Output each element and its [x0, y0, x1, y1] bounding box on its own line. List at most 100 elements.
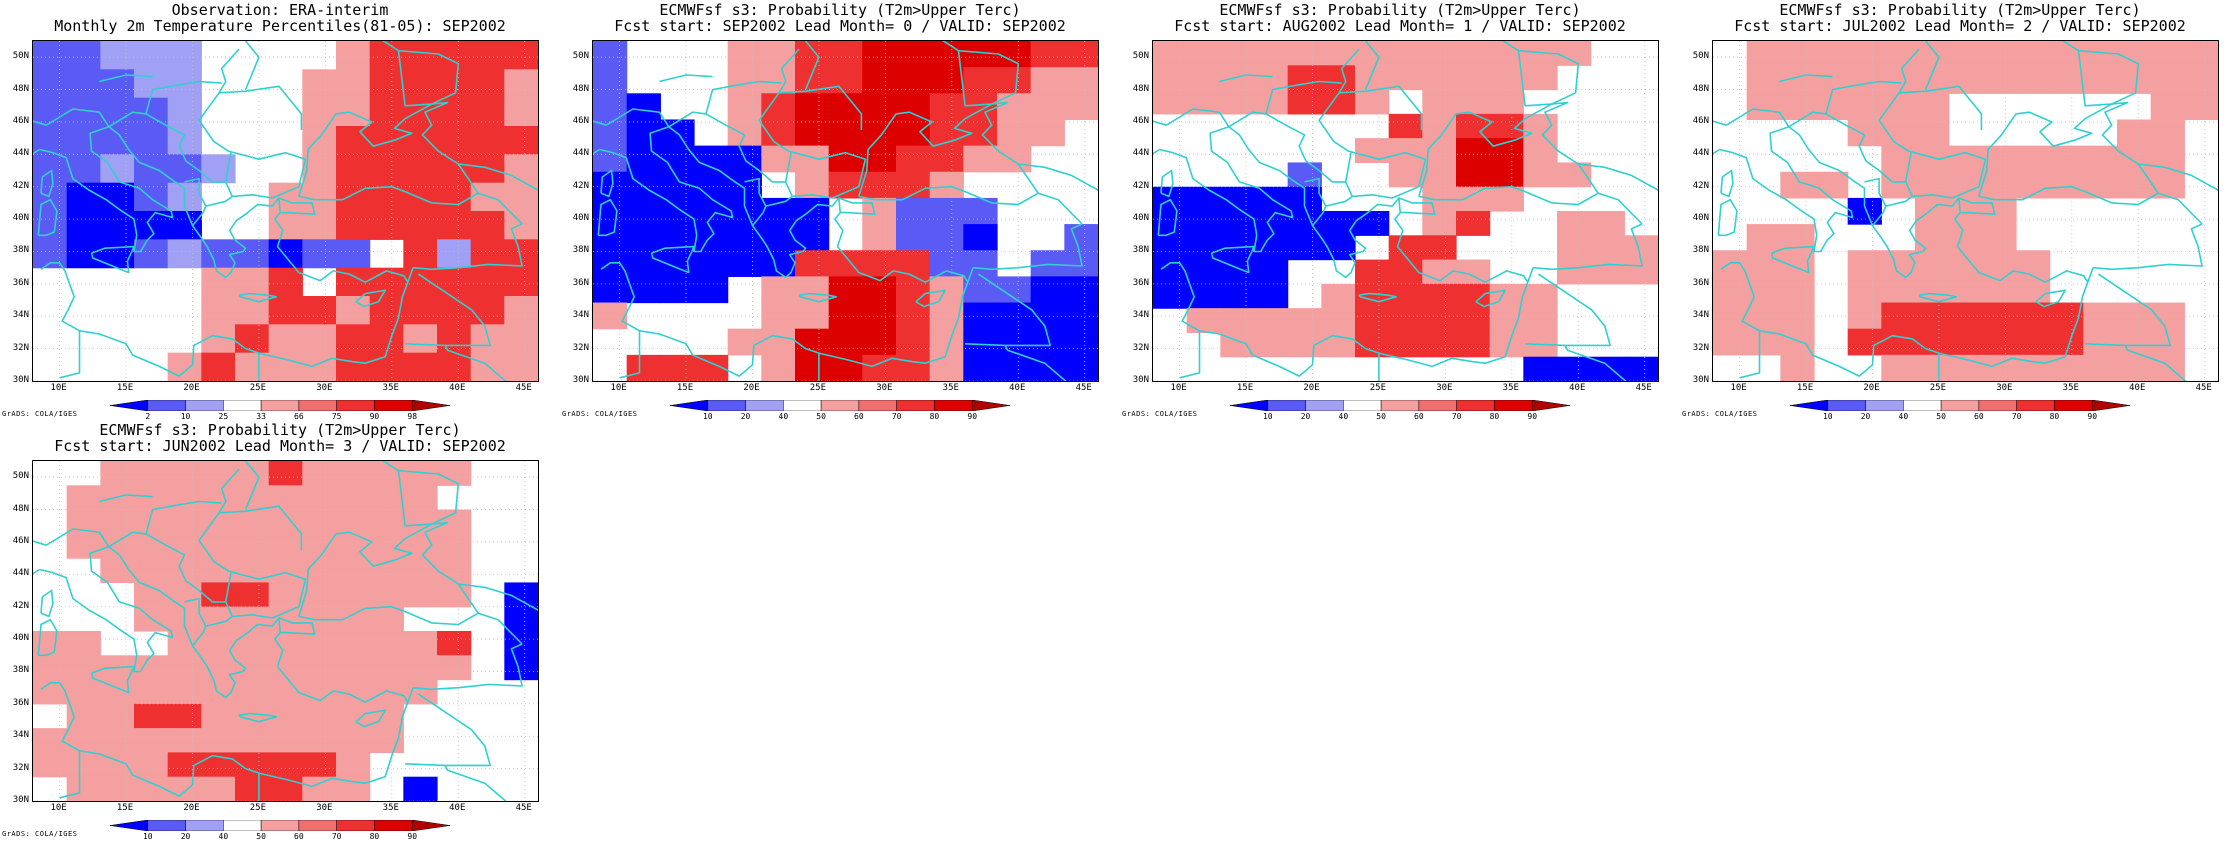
- grid-cell: [626, 93, 661, 121]
- lat-tick-label: 44N: [12, 148, 29, 159]
- colorbar-swatch: [1418, 400, 1457, 411]
- grid-cell: [235, 776, 270, 801]
- colorbar-swatch: [1903, 400, 1942, 411]
- grid-cell: [302, 509, 337, 535]
- grid-cell: [302, 97, 337, 127]
- lon-tick-label: 30E: [1996, 383, 2013, 393]
- lat-tick-label: 34N: [1692, 310, 1709, 321]
- coastline: [145, 85, 307, 199]
- grid-cell: [33, 239, 68, 269]
- lat-tick-label: 30N: [1692, 375, 1709, 385]
- grid-cell: [1948, 224, 1983, 251]
- grid-cell: [336, 352, 371, 381]
- grid-cell: [1388, 41, 1423, 66]
- grid-cell: [1847, 276, 1882, 304]
- grid-cell: [369, 509, 404, 535]
- colorbar-tick-label: 10: [1262, 412, 1273, 421]
- grid-cell: [504, 606, 538, 632]
- grid-cell: [302, 461, 337, 486]
- grid-cell: [201, 776, 236, 801]
- grid-cell: [896, 41, 931, 68]
- grid-cell: [1489, 89, 1524, 115]
- colorbar-tick-label: 50: [816, 412, 826, 421]
- coastline: [1713, 120, 1727, 126]
- colorbar-swatch: [374, 820, 413, 831]
- grid-cell: [1780, 328, 1815, 356]
- grid-cell: [167, 776, 202, 801]
- grid-cell: [862, 197, 897, 225]
- grid-cell: [1915, 224, 1950, 251]
- grid-cell: [167, 728, 202, 754]
- grid-cell: [1814, 171, 1849, 199]
- lat-tick-label: 40N: [572, 213, 589, 224]
- grid-cell: [1186, 211, 1221, 236]
- lat-tick-label: 50N: [1692, 51, 1709, 62]
- coastline: [108, 531, 147, 548]
- grid-cell: [1489, 113, 1524, 139]
- coastline: [778, 48, 800, 94]
- grid-cell: [1557, 235, 1592, 261]
- grid-cell: [1388, 113, 1423, 139]
- grid-cell: [1388, 332, 1423, 358]
- grid-cell: [2150, 67, 2185, 94]
- grid-cell: [437, 154, 472, 184]
- grid-cell: [1254, 283, 1289, 309]
- coastline: [1210, 245, 1255, 274]
- grid-cell: [134, 679, 169, 705]
- grid-cell: [403, 267, 438, 297]
- colorbar-tick-label: 50: [1376, 412, 1386, 421]
- coastline: [278, 617, 316, 635]
- grid-cell: [1220, 283, 1255, 309]
- coastline: [355, 709, 387, 728]
- grid-cell: [235, 324, 270, 354]
- grid-cell: [268, 211, 303, 240]
- coastline: [1720, 169, 1734, 198]
- grid-cell: [727, 250, 762, 277]
- coastline: [458, 163, 538, 191]
- lat-tick-label: 42N: [1692, 180, 1709, 191]
- colorbar-tick-label: 2: [145, 412, 151, 421]
- grid-cell: [1064, 354, 1098, 381]
- colorbar-swatch: [971, 400, 1010, 411]
- colorbar-tick-label: 70: [331, 832, 342, 841]
- grid-cell: [235, 679, 270, 705]
- colorbar-swatch: [223, 820, 262, 831]
- lat-tick-label: 40N: [12, 633, 29, 644]
- grid-cell: [2016, 41, 2051, 68]
- grid-cell: [1523, 65, 1558, 91]
- grid-cell: [1186, 65, 1221, 91]
- grid-cell: [134, 582, 169, 608]
- grid-cell: [1321, 308, 1356, 334]
- coastline: [477, 192, 523, 225]
- lon-tick-label: 35E: [382, 803, 399, 813]
- coastline: [1864, 177, 1887, 227]
- colorbar-tick-label: 70: [891, 412, 902, 421]
- grid-cell: [134, 41, 169, 70]
- grid-cell: [235, 558, 270, 584]
- grid-cell: [403, 631, 438, 656]
- grid-cell: [403, 69, 438, 99]
- grid-cell: [1186, 186, 1221, 212]
- lon-tick-label: 45E: [2195, 383, 2212, 393]
- coastline: [1228, 126, 1529, 283]
- coastline: [1364, 41, 1380, 90]
- grid-cell: [896, 93, 931, 121]
- grid-cell: [1030, 67, 1065, 94]
- panel-title-line1: ECMWFsf s3: Probability (T2m>Upper Terc): [659, 1, 1021, 19]
- colorbar-tick-label: 40: [1338, 412, 1349, 421]
- grid-cell: [336, 655, 371, 681]
- grid-cell: [761, 119, 796, 147]
- grid-cell: [437, 558, 472, 584]
- map-plot-area: [1712, 40, 2219, 382]
- grid-cell: [929, 250, 964, 277]
- lon-tick-label: 30E: [876, 383, 893, 393]
- grid-cell: [896, 145, 931, 173]
- grid-cell: [896, 119, 931, 147]
- coastline: [1904, 152, 1912, 183]
- grid-cell: [727, 93, 762, 121]
- grid-cell: [963, 302, 998, 330]
- lon-tick-label: 15E: [116, 383, 134, 393]
- grid-cell: [1355, 259, 1390, 285]
- grid-cell: [302, 776, 337, 801]
- colorbar-swatch: [858, 400, 897, 411]
